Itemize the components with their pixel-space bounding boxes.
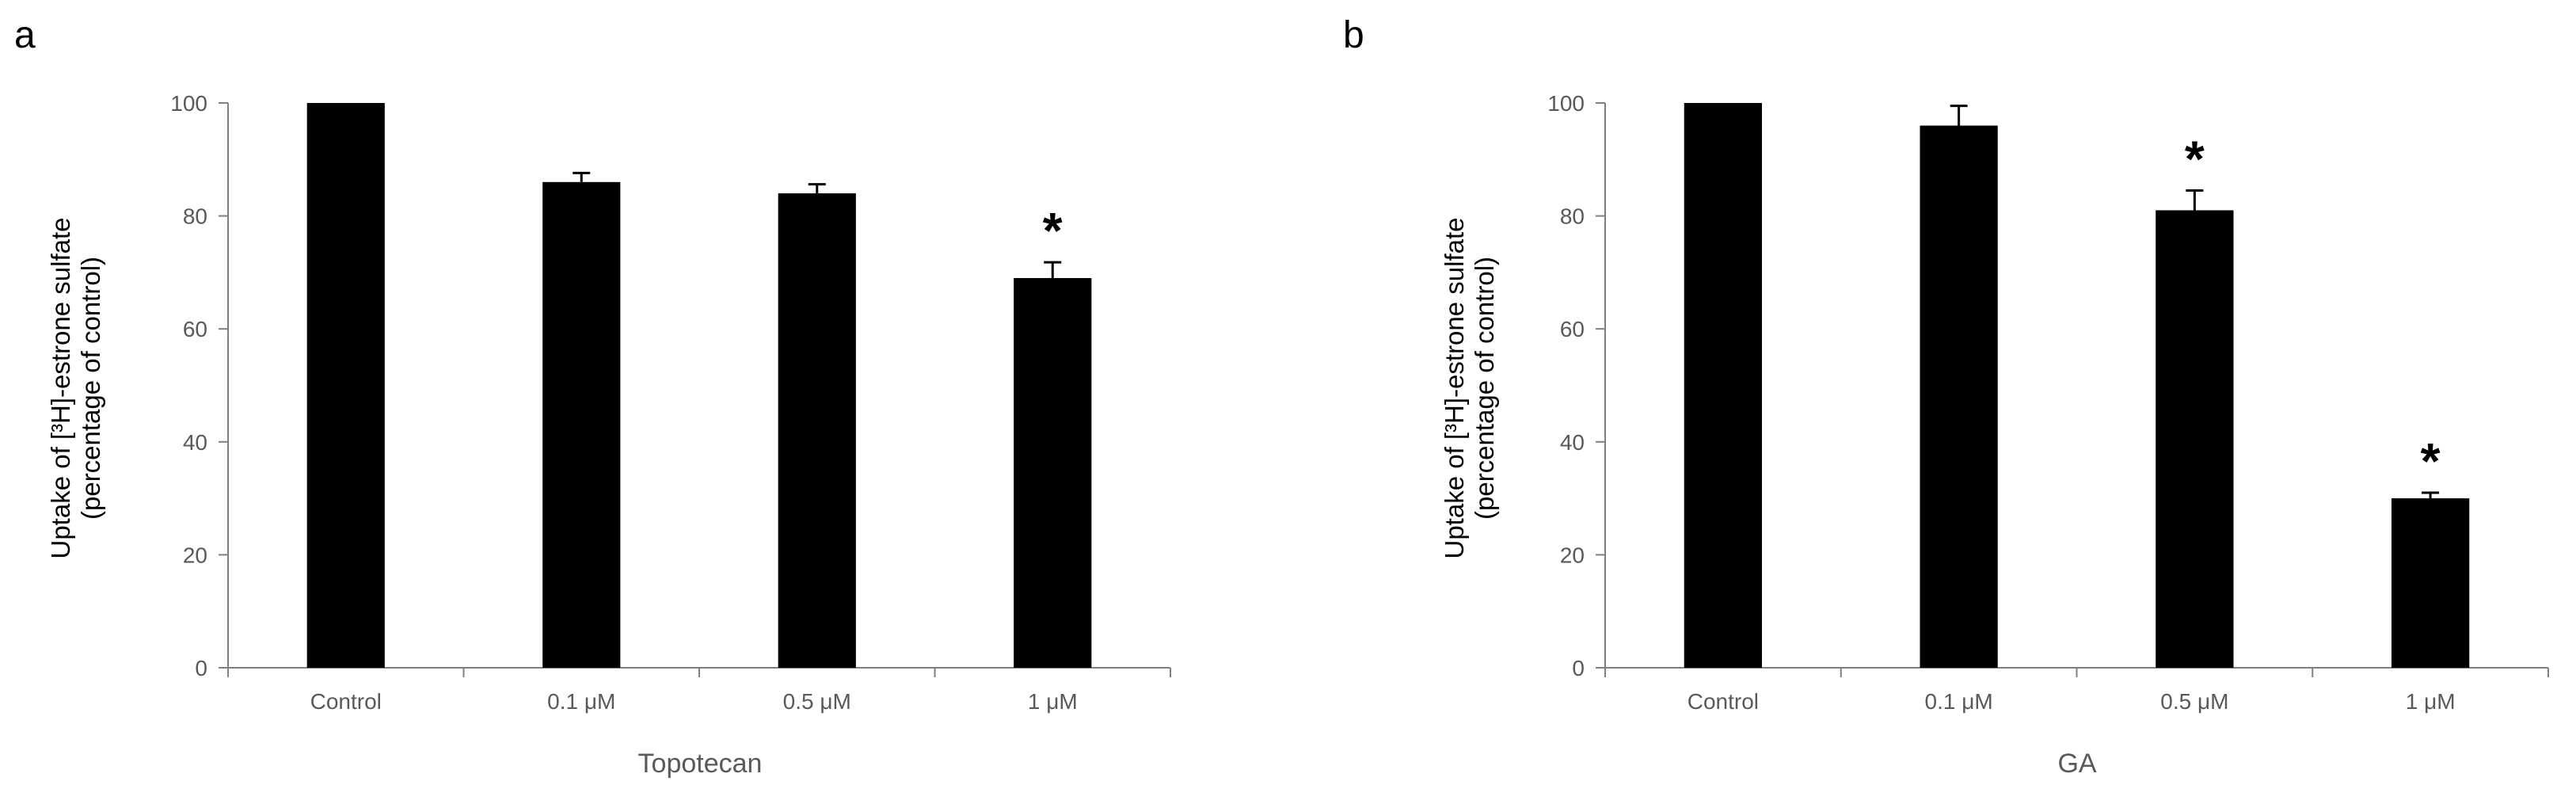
x-tick-label: Control	[310, 689, 382, 714]
chart-panel-b: b Uptake of [³H]-estrone sulfate (percen…	[1343, 14, 2549, 779]
y-tick-label: 20	[183, 543, 207, 567]
y-tick-label: 80	[1560, 204, 1585, 229]
bar	[1684, 103, 1763, 668]
y-axis-title-line1: Uptake of [³H]-estrone sulfate	[46, 217, 75, 558]
significance-marker: *	[2185, 131, 2205, 188]
chart-panel-a: a Uptake of [³H]-estrone sulfate (percen…	[14, 14, 1171, 779]
bar	[778, 193, 856, 668]
bar	[1920, 125, 1998, 668]
bar	[1014, 278, 1092, 668]
x-tick-label: 1 μM	[1028, 689, 1078, 714]
y-tick-label: 40	[183, 430, 207, 455]
y-tick-label: 0	[195, 656, 207, 680]
panel-label: a	[14, 14, 36, 56]
y-tick-label: 80	[183, 204, 207, 229]
x-tick-label: 0.5 μM	[2160, 689, 2228, 714]
y-tick-label: 100	[1547, 91, 1585, 116]
y-tick-label: 60	[183, 317, 207, 341]
chart-marks: 0 20 40 60 80 100 Control 0.1 μM 0.5 μM 1 μM *	[170, 91, 1171, 714]
y-tick-label: 60	[1560, 317, 1585, 341]
y-tick-label: 40	[1560, 430, 1585, 455]
y-axis-title-line2: (percentage of control)	[76, 257, 105, 520]
x-tick-label: Control	[1688, 689, 1759, 714]
x-tick-label: 0.1 μM	[547, 689, 615, 714]
x-axis-title: GA	[2057, 749, 2096, 779]
y-axis-title-line1: Uptake of [³H]-estrone sulfate	[1440, 217, 1469, 558]
significance-marker: *	[2421, 433, 2441, 490]
bar	[306, 103, 385, 668]
chart-marks: 0 20 40 60 80 100 Control 0.1 μM 0.5 μM * 1 μM *	[1547, 91, 2549, 714]
y-tick-label: 0	[1572, 656, 1585, 680]
panel-label: b	[1343, 14, 1364, 56]
y-tick-label: 100	[170, 91, 207, 116]
significance-marker: *	[1043, 202, 1063, 259]
bar	[2156, 210, 2234, 669]
bar	[542, 181, 621, 668]
x-tick-label: 0.1 μM	[1925, 689, 1993, 714]
x-tick-label: 1 μM	[2406, 689, 2456, 714]
bar	[2391, 498, 2470, 668]
x-tick-label: 0.5 μM	[783, 689, 851, 714]
y-tick-label: 20	[1560, 543, 1585, 567]
x-axis-title: Topotecan	[638, 749, 763, 779]
y-axis-title-line2: (percentage of control)	[1470, 257, 1499, 520]
